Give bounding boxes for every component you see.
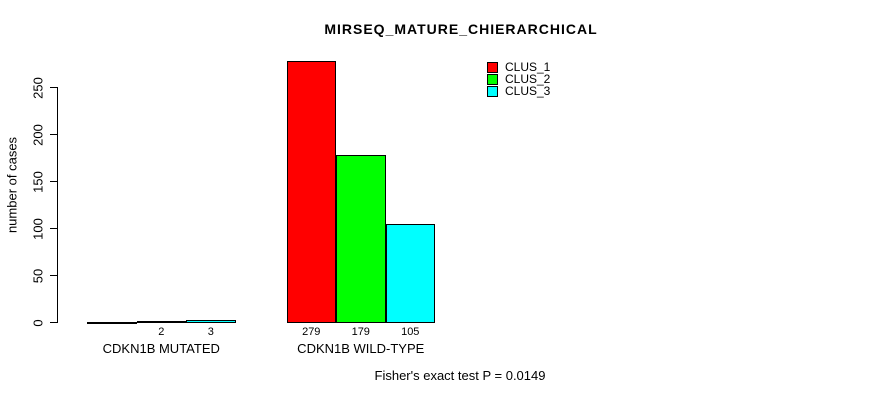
y-tick-label: 150 bbox=[30, 170, 46, 193]
y-tick-mark bbox=[50, 134, 57, 135]
legend-label: CLUS_3 bbox=[505, 84, 551, 98]
bar-clus-2-cdkn1b-wild-type bbox=[336, 155, 386, 323]
legend-color-swatch-clus-2 bbox=[487, 73, 498, 85]
x-group-label-cdkn1b-wild-type: CDKN1B WILD-TYPE bbox=[297, 341, 425, 356]
bar-clus-2-cdkn1b-mutated bbox=[136, 321, 186, 323]
y-axis-line bbox=[57, 87, 58, 323]
legend-item-clus-2: CLUS_2 bbox=[487, 72, 551, 86]
bar-value-label: 105 bbox=[401, 326, 420, 338]
y-tick-label: 100 bbox=[30, 217, 46, 240]
y-tick-label: 50 bbox=[30, 268, 46, 283]
legend-item-clus-1: CLUS_1 bbox=[487, 60, 551, 74]
y-tick-label: 200 bbox=[30, 123, 46, 146]
legend: CLUS_1 CLUS_2 CLUS_3 bbox=[487, 60, 551, 98]
y-tick-label: 0 bbox=[30, 318, 46, 327]
y-tick-mark bbox=[50, 322, 57, 323]
annotation-fisher-test: Fisher's exact test P = 0.0149 bbox=[374, 368, 546, 383]
legend-label: CLUS_1 bbox=[505, 60, 551, 74]
y-tick-mark bbox=[50, 181, 57, 182]
bar-value-label: 3 bbox=[207, 326, 214, 338]
bar-clus-3-cdkn1b-mutated bbox=[186, 320, 236, 323]
x-group-label-cdkn1b-mutated: CDKN1B MUTATED bbox=[102, 341, 220, 356]
legend-item-clus-3: CLUS_3 bbox=[487, 84, 551, 98]
y-tick-mark bbox=[50, 228, 57, 229]
y-tick-mark bbox=[50, 275, 57, 276]
bar-clus-1-cdkn1b-wild-type bbox=[286, 61, 336, 323]
y-tick-label: 250 bbox=[30, 76, 46, 99]
bar-clus-1-cdkn1b-mutated bbox=[87, 322, 137, 324]
y-axis-title: number of cases bbox=[4, 136, 20, 234]
legend-label: CLUS_2 bbox=[505, 72, 551, 86]
bar-value-label: 2 bbox=[158, 326, 165, 338]
y-tick-mark bbox=[50, 87, 57, 88]
bar-value-label: 279 bbox=[302, 326, 321, 338]
bar-clus-3-cdkn1b-wild-type bbox=[385, 224, 435, 323]
legend-color-swatch-clus-1 bbox=[487, 61, 498, 73]
legend-color-swatch-clus-3 bbox=[487, 85, 498, 97]
bar-value-label: 179 bbox=[351, 326, 370, 338]
chart-title: MIRSEQ_MATURE_CHIERARCHICAL bbox=[324, 21, 598, 37]
